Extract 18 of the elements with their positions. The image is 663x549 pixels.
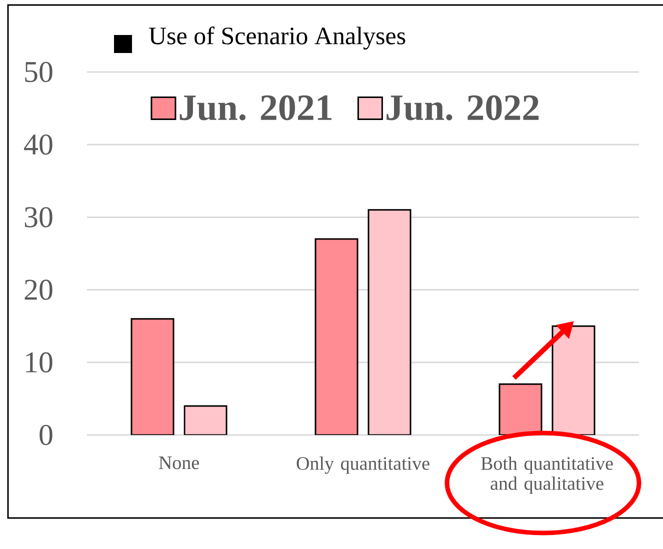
legend-label: Jun. 2021 xyxy=(180,95,332,120)
bar xyxy=(368,209,412,435)
bar xyxy=(552,325,596,435)
chart-title: Use of Scenario Analyses xyxy=(149,26,406,50)
y-tick-label: 0 xyxy=(40,424,52,446)
legend-label: Jun. 2022 xyxy=(386,95,539,120)
bar xyxy=(314,238,358,435)
y-tick-label: 20 xyxy=(24,280,52,300)
x-tick-label: Only quantitative xyxy=(296,456,430,474)
x-tick-label: Both quantitative and qualitative xyxy=(481,456,613,494)
x-tick-label: None xyxy=(158,456,199,470)
bar xyxy=(498,383,542,435)
y-tick-label: 40 xyxy=(24,134,52,155)
bar xyxy=(130,318,174,435)
y-tick-label: 30 xyxy=(24,207,52,228)
y-tick-label: 10 xyxy=(26,352,52,373)
bar xyxy=(184,405,228,435)
y-tick-label: 50 xyxy=(25,62,52,82)
